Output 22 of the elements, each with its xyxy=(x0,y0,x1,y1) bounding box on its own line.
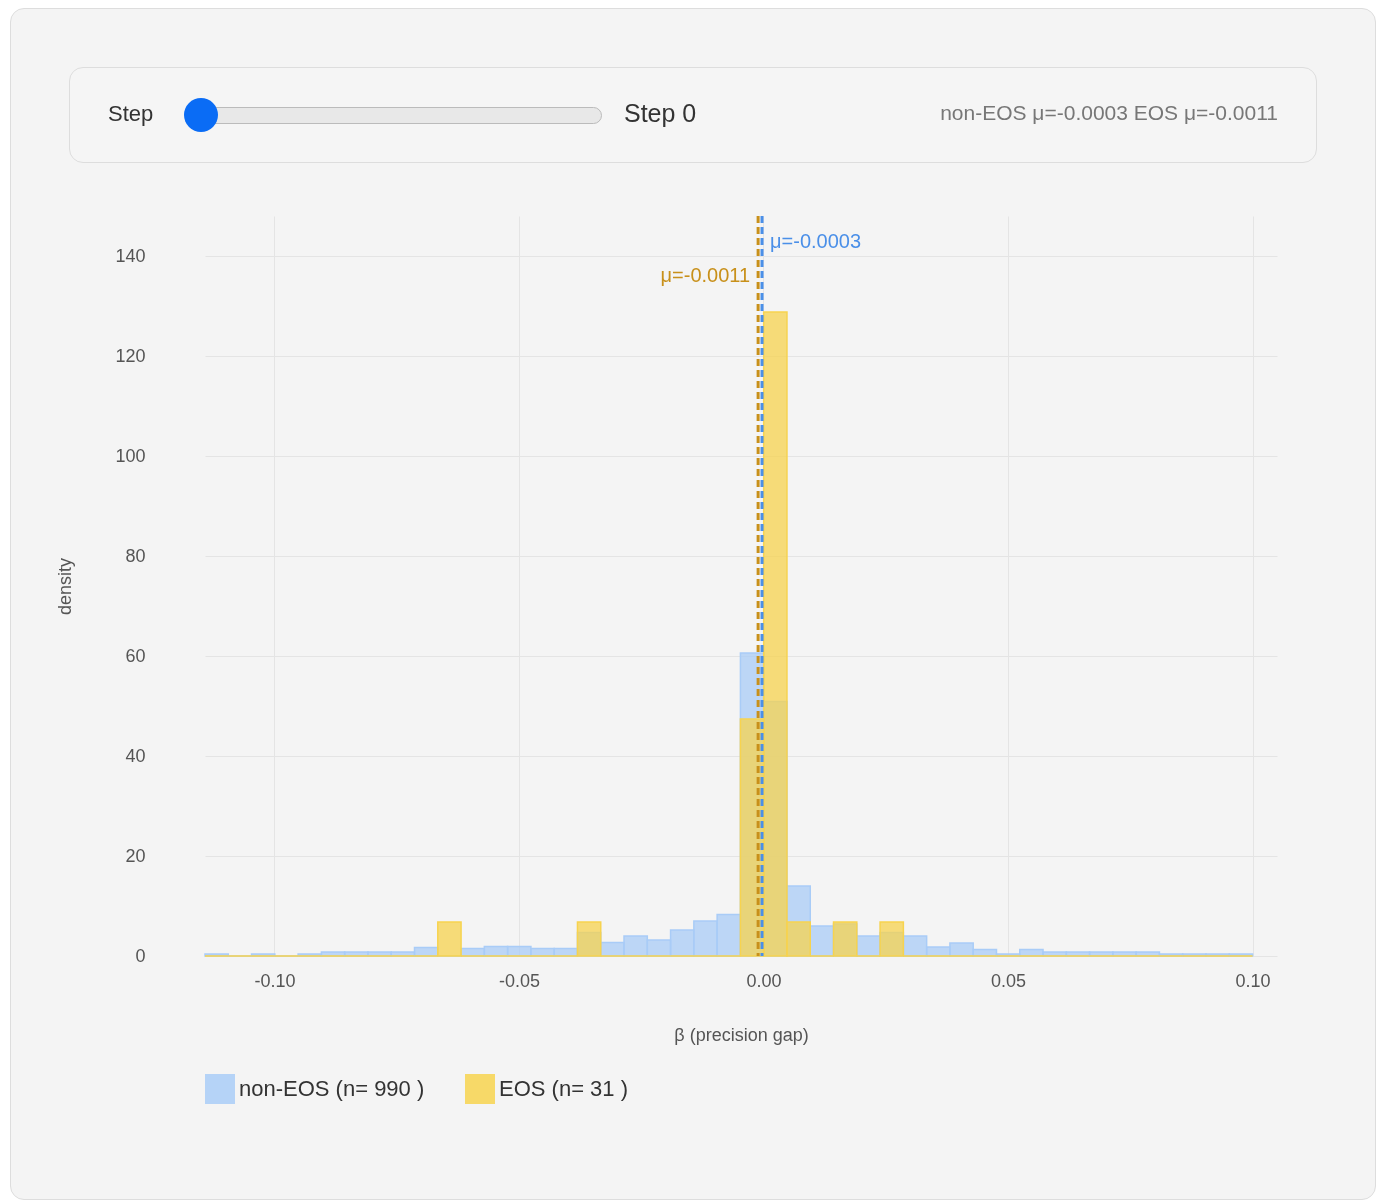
ref-line-label: μ=-0.0011 xyxy=(660,264,751,286)
y-tick-label: 120 xyxy=(115,345,146,366)
text: Step xyxy=(108,101,154,127)
y-tick-label: 40 xyxy=(125,745,146,766)
y-tick-label: 60 xyxy=(125,645,146,666)
y-tick-label: 20 xyxy=(125,845,146,866)
y-tick-label: 140 xyxy=(115,245,146,266)
x-tick-label: 0.05 xyxy=(991,970,1027,991)
y-tick-label: 80 xyxy=(125,545,146,566)
legend-label: EOS (n= 31 ) xyxy=(499,1076,629,1101)
x-tick-label: 0.00 xyxy=(746,970,782,991)
text: non-EOS μ=-0.0003 EOS μ=-0.0011 xyxy=(940,101,1278,125)
text: Step 0 xyxy=(624,99,697,128)
x-tick-label: -0.10 xyxy=(254,970,296,991)
y-tick-label: 100 xyxy=(115,445,146,466)
x-tick-label: -0.05 xyxy=(498,970,540,991)
x-axis-title: β (precision gap) xyxy=(674,1024,809,1045)
y-tick-label: 0 xyxy=(135,945,146,966)
y-axis-title: density xyxy=(55,557,76,616)
ref-line-label: μ=-0.0003 xyxy=(770,230,862,252)
x-tick-label: 0.10 xyxy=(1235,970,1271,991)
legend-label: non-EOS (n= 990 ) xyxy=(239,1076,425,1101)
